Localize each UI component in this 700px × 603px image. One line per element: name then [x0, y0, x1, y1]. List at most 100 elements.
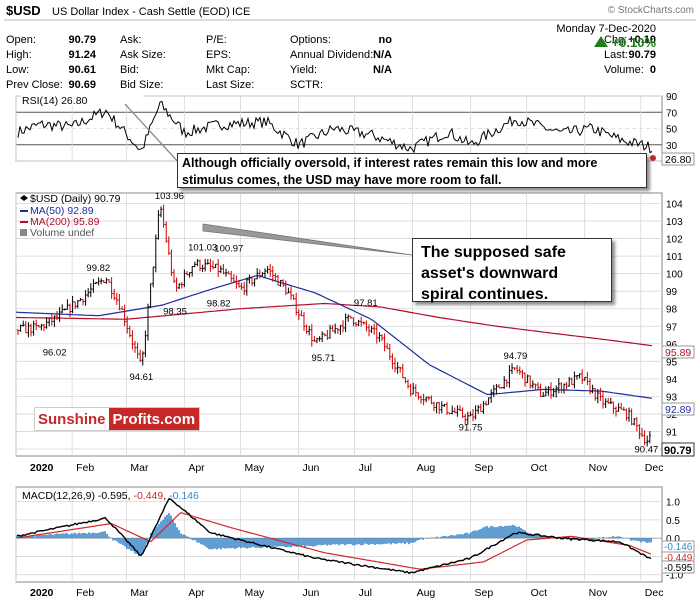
x-tick-label: May — [244, 587, 265, 599]
x-tick-label: Oct — [531, 462, 547, 474]
price-annotation: 100.97 — [214, 244, 243, 255]
x-tick-label: Dec — [645, 462, 664, 474]
price-annotation: 97.81 — [354, 298, 378, 309]
macd-value: -0.595 — [664, 563, 693, 574]
x-tick-label: Dec — [645, 587, 664, 599]
macd-label-sep: , — [163, 490, 169, 502]
x-tick-label: Mar — [130, 462, 149, 474]
x-tick-label: Nov — [589, 462, 608, 474]
legend-volume: Volume undef — [30, 227, 94, 239]
rsi-panel: RSI(14) 26.80 9070503010 26.80 — [15, 92, 695, 168]
price-annotation: 101.03 — [188, 243, 217, 254]
rsi-tick-label: 90 — [666, 92, 678, 103]
x-axis-bottom: 2020 Feb Mar Apr May Jun Jul Aug Sep Oct Nov Dec — [30, 587, 663, 599]
price-annotation: 94.79 — [504, 351, 528, 362]
price-tick-label: 97 — [666, 322, 678, 333]
macd-tick-label: 1.0 — [666, 498, 680, 509]
ma200-line — [16, 302, 653, 347]
macd-label: MACD(12,26,9) -0.595, -0.449, -0.146 — [22, 490, 199, 502]
chart-type-icon — [20, 195, 28, 201]
rsi-tick-label: 70 — [666, 108, 678, 119]
price-tick-label: 100 — [666, 270, 683, 281]
macd-signal-line — [16, 512, 652, 570]
macd-panel: 1.00.50.0-0.5-1.0 MACD(12,26,9) -0.595, … — [15, 486, 695, 583]
quote-value: 90.69 — [68, 79, 96, 91]
x-tick-label: Aug — [417, 587, 436, 599]
quote-label: SCTR: — [290, 79, 323, 91]
price-tick-label: 94 — [666, 375, 678, 386]
quote-label: Mkt Cap: — [206, 64, 250, 76]
macd-tick-label: 0.0 — [666, 534, 680, 545]
legend-ma50: MA(50) 92.89 — [30, 205, 94, 217]
price-tick-label: 104 — [666, 200, 683, 211]
chart-symbol: $USD — [6, 3, 41, 18]
legend-ma200: MA(200) 95.89 — [30, 216, 100, 228]
quote-date: Monday 7-Dec-2020 — [556, 23, 656, 35]
x-axis-top: 2020 Feb Mar Apr May Jun Jul Aug Sep Oct Nov Dec — [30, 462, 663, 474]
quote-label: Annual Dividend: — [290, 49, 373, 61]
price-annotation: 98.35 — [163, 307, 187, 318]
quote-label: Open: — [6, 34, 36, 46]
quote-value: 0 — [650, 64, 656, 76]
x-tick-label: Feb — [76, 587, 94, 599]
price-annotation: 90.47 — [634, 445, 658, 456]
x-tick-label: Jul — [359, 462, 372, 474]
rsi-line — [17, 100, 653, 154]
x-tick-label: Apr — [188, 587, 205, 599]
price-annotation: 94.61 — [129, 372, 153, 383]
up-arrow-icon — [594, 36, 608, 47]
price-legend: $USD (Daily) 90.79 MA(50) 92.89 MA(200) … — [20, 193, 121, 239]
chart-name: US Dollar Index - Cash Settle (EOD) — [52, 6, 230, 18]
x-tick-label: Mar — [130, 587, 149, 599]
quote-value: N/A — [373, 49, 392, 61]
quote-value: 90.79 — [628, 49, 656, 61]
price-tick-label: 101 — [666, 252, 683, 263]
quote-label: Chg: — [604, 34, 627, 46]
price-annotation: 95.71 — [312, 353, 336, 364]
rsi-callout: Although officially oversold, if interes… — [177, 153, 647, 188]
x-tick-label: Oct — [531, 587, 547, 599]
quote-label: Prev Close: — [6, 79, 63, 91]
quote-label: P/E: — [206, 34, 227, 46]
x-tick-label: 2020 — [30, 587, 54, 599]
x-tick-label: 2020 — [30, 462, 54, 474]
macd-line — [16, 497, 652, 575]
price-tick-label: 93 — [666, 392, 678, 403]
logo-text-left: Sunshine — [35, 410, 109, 428]
price-tick-label: 91 — [666, 427, 678, 438]
price-tick-label: 95 — [666, 357, 678, 368]
ma200-value: 95.89 — [665, 347, 691, 359]
quote-value: 91.24 — [68, 49, 96, 61]
price-tick-label: 102 — [666, 235, 683, 246]
quote-value: N/A — [373, 64, 392, 76]
price-annotation: 91.75 — [459, 422, 483, 433]
quote-value: 90.79 — [68, 34, 96, 46]
x-tick-label: Jul — [359, 587, 372, 599]
copyright: © StockCharts.com — [608, 5, 694, 16]
quote-label: Bid: — [120, 64, 139, 76]
legend-price: $USD (Daily) 90.79 — [30, 193, 121, 205]
x-tick-label: Apr — [188, 462, 205, 474]
macd-hist-value: -0.146 — [664, 542, 693, 553]
quote-label: Ask Size: — [120, 49, 166, 61]
x-tick-label: Jun — [302, 462, 319, 474]
rsi-last-dot — [650, 155, 656, 161]
quote-label: Last: — [604, 49, 628, 61]
rsi-callout-pointer — [124, 103, 181, 165]
quote-label: High: — [6, 49, 32, 61]
price-annotation: 99.82 — [86, 263, 110, 274]
quote-value: +0.10 — [628, 34, 656, 46]
macd-label-signal: -0.449 — [133, 490, 163, 502]
macd-label-main: MACD(12,26,9) -0.595, — [22, 490, 133, 502]
rsi-tick-label: 30 — [666, 141, 678, 152]
x-tick-label: Sep — [475, 462, 494, 474]
price-annotation: 103.96 — [155, 191, 184, 202]
quote-label: Volume: — [604, 64, 644, 76]
last-price-value: 90.79 — [664, 445, 692, 457]
x-tick-label: Feb — [76, 462, 94, 474]
x-tick-label: Sep — [475, 587, 494, 599]
price-tick-label: 98 — [666, 305, 678, 316]
logo-text-right: Profits.com — [108, 408, 200, 430]
macd-signal-value: -0.449 — [664, 553, 693, 564]
